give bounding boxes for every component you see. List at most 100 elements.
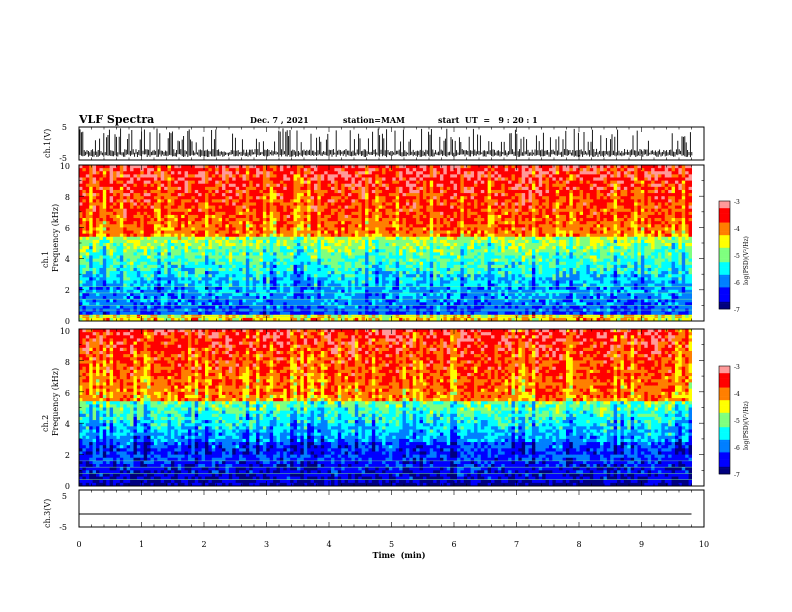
spectrogram-cell xyxy=(215,280,220,284)
spectrogram-cell xyxy=(205,305,209,309)
spectrogram-cell xyxy=(256,317,260,322)
spectrogram-cell xyxy=(164,205,168,210)
spectrogram-cell xyxy=(344,211,349,216)
spectrogram-cell xyxy=(245,243,250,247)
spectrogram-cell xyxy=(222,305,226,309)
spectrogram-cell xyxy=(211,205,216,210)
spectrogram-cell xyxy=(320,189,325,194)
spectrogram-cell xyxy=(160,292,165,297)
spectrogram-cell xyxy=(262,221,267,225)
spectrogram-cell xyxy=(388,317,393,322)
spectrogram-cell xyxy=(177,246,182,250)
spectrogram-cell xyxy=(232,227,237,231)
spectrogram-cell xyxy=(208,289,213,294)
spectrogram-cell xyxy=(402,296,407,300)
spectrogram-cell xyxy=(290,317,294,322)
spectrogram-cell xyxy=(252,218,257,222)
spectrogram-cell xyxy=(133,193,138,197)
spectrogram-cell xyxy=(194,299,199,303)
spectrogram-cell xyxy=(385,292,390,297)
spectrogram-cell xyxy=(334,218,339,222)
spectrogram-cell xyxy=(123,246,128,250)
spectrogram-cell xyxy=(300,246,305,250)
spectrogram-cell xyxy=(358,299,363,303)
spectrogram-cell xyxy=(160,249,165,253)
spectrogram-cell xyxy=(92,239,97,244)
spectrogram-cell xyxy=(279,317,284,322)
spectrogram-cell xyxy=(79,305,83,309)
spectrogram-cell xyxy=(416,243,420,247)
spectrogram-cell xyxy=(412,171,417,175)
spectrogram-cell xyxy=(307,189,311,194)
spectrogram-cell xyxy=(283,296,288,300)
spectrogram-cell xyxy=(385,177,390,181)
spectrogram-cell xyxy=(150,283,155,288)
spectrogram-cell xyxy=(368,168,373,172)
spectrogram-cell xyxy=(283,221,288,225)
spectrogram-cell xyxy=(276,180,281,185)
spectrogram-cell xyxy=(79,286,83,291)
spectrogram-cell xyxy=(130,283,134,288)
spectrogram-cell xyxy=(198,230,202,235)
spectrogram-cell xyxy=(293,289,298,294)
spectrogram-cell xyxy=(290,258,294,263)
spectrogram-cell xyxy=(331,252,335,256)
spectrogram-cell xyxy=(235,296,240,300)
spectrogram-cell xyxy=(198,211,202,216)
spectrogram-cell xyxy=(228,193,233,197)
spectrogram-cell xyxy=(109,174,114,178)
spectrogram-cell xyxy=(242,177,247,181)
spectrogram-cell xyxy=(174,180,179,185)
spectrogram-cell xyxy=(239,249,243,253)
spectrogram-cell xyxy=(133,224,138,228)
spectrogram-cell xyxy=(119,233,124,238)
spectrogram-cell xyxy=(130,233,134,238)
spectrogram-cell xyxy=(160,274,165,278)
spectrogram-cell xyxy=(181,283,185,288)
spectrogram-cell xyxy=(96,274,100,278)
spectrogram-cell xyxy=(167,193,172,197)
spectrogram-cell xyxy=(167,180,172,185)
spectrogram-cell xyxy=(133,202,138,206)
spectrogram-cell xyxy=(222,299,226,303)
spectrogram-cell xyxy=(337,189,342,194)
spectrogram-cell xyxy=(215,180,220,185)
spectrogram-cell xyxy=(402,189,407,194)
spectrogram-cell xyxy=(283,283,288,288)
spectrogram-cell xyxy=(249,236,254,241)
spectrogram-cell xyxy=(218,221,223,225)
spectrogram-cell xyxy=(273,230,277,235)
spectrogram-cell xyxy=(286,196,291,200)
spectrogram-cell xyxy=(286,180,291,185)
spectrogram-cell xyxy=(167,258,172,263)
spectrogram-cell xyxy=(225,218,230,222)
spectrogram-cell xyxy=(402,202,407,206)
spectrogram-cell xyxy=(317,305,322,309)
spectrogram-cell xyxy=(293,193,298,197)
spectrogram-cell xyxy=(283,258,288,263)
spectrogram-cell xyxy=(388,180,393,185)
spectrogram-cell xyxy=(351,283,356,288)
spectrogram-cell xyxy=(409,289,414,294)
spectrogram-cell xyxy=(239,258,243,263)
spectrogram-cell xyxy=(157,186,162,191)
spectrogram-cell xyxy=(375,227,380,231)
spectrogram-cell xyxy=(147,236,151,241)
spectrogram-cell xyxy=(290,202,294,206)
spectrogram-cell xyxy=(130,302,134,306)
spectrogram-cell xyxy=(119,168,124,172)
spectrogram-cell xyxy=(375,221,380,225)
spectrogram-cell xyxy=(140,296,145,300)
spectrogram-cell xyxy=(215,230,220,235)
spectrogram-cell xyxy=(286,224,291,228)
spectrogram-cell xyxy=(290,180,294,185)
spectrogram-cell xyxy=(405,292,410,297)
spectrogram-cell xyxy=(143,311,148,316)
spectrogram-cell xyxy=(113,214,117,219)
spectrogram-cell xyxy=(249,243,254,247)
spectrogram-cell xyxy=(242,292,247,297)
spectrogram-cell xyxy=(177,277,182,281)
spectrogram-cell xyxy=(133,233,138,238)
spectrogram-cell xyxy=(201,255,206,259)
spectrogram-cell xyxy=(273,302,277,306)
